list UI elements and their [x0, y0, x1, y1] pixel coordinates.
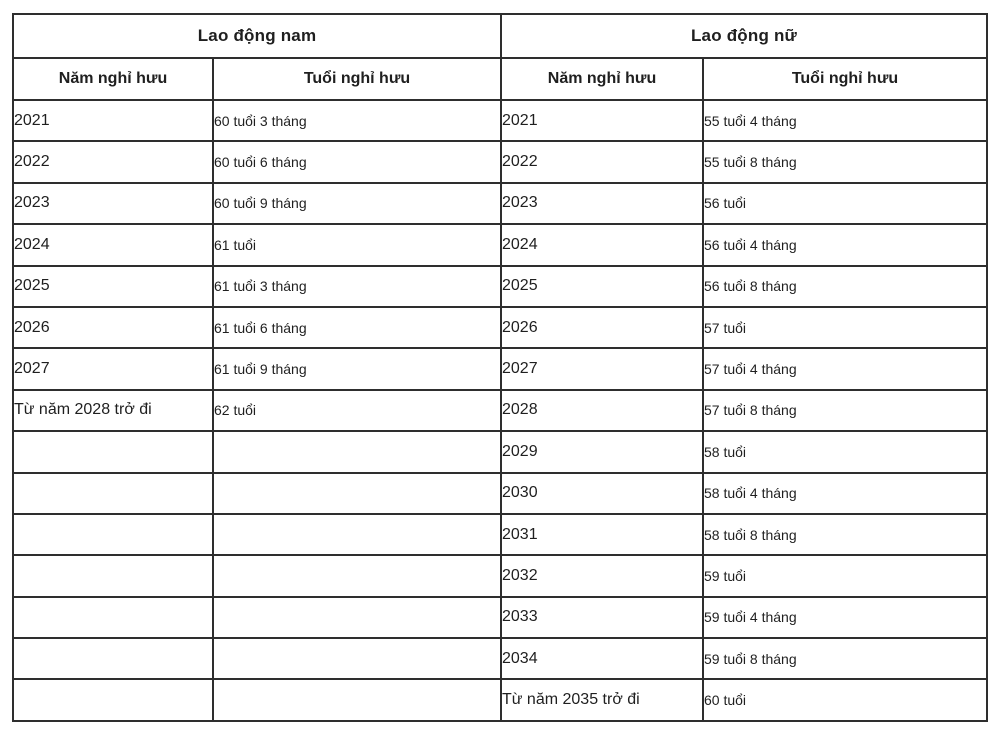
retirement-year-cell: 2021 [12, 98, 214, 143]
retirement-year-cell: 2027 [12, 347, 214, 391]
col-header-male-retirement-year: Năm nghỉ hưu [12, 57, 214, 101]
retirement-age-cell: 60 tuổi 9 tháng [212, 181, 502, 226]
retirement-age-cell: 55 tuổi 8 tháng [701, 140, 989, 184]
retirement-year-cell: 2022 [12, 140, 214, 184]
table-row: 2030 58 tuổi 4 tháng [12, 471, 989, 515]
retirement-year-cell [12, 430, 214, 474]
column-header-row: Năm nghỉ hưu Tuổi nghỉ hưu Năm nghỉ hưu … [12, 57, 989, 101]
retirement-year-cell: 2030 [500, 471, 704, 515]
retirement-year-cell: 2022 [500, 140, 704, 184]
group-header-female: Lao động nữ [499, 13, 989, 59]
retirement-year-cell: 2021 [500, 98, 704, 143]
table-body: 2021 60 tuổi 3 tháng 2021 55 tuổi 4 tháng 20… [12, 98, 989, 722]
retirement-year-cell: Từ năm 2035 trở đi [500, 678, 704, 722]
table-row: Từ năm 2028 trở đi 62 tuổi 2028 57 tuổi 8 t… [12, 388, 989, 433]
retirement-year-cell: 2026 [12, 305, 214, 350]
col-header-male-retirement-age: Tuổi nghỉ hưu [212, 57, 502, 101]
retirement-age-cell [212, 678, 502, 722]
retirement-age-cell [212, 637, 502, 681]
retirement-age-cell: 57 tuổi [701, 305, 989, 350]
table-row: 2023 60 tuổi 9 tháng 2023 56 tuổi [12, 181, 989, 226]
retirement-age-cell: 60 tuổi 6 tháng [212, 140, 502, 184]
table-row: 2027 61 tuổi 9 tháng 2027 57 tuổi 4 tháng [12, 347, 989, 391]
group-header-male: Lao động nam [12, 13, 502, 59]
retirement-age-cell [212, 595, 502, 640]
retirement-year-cell: 2029 [500, 430, 704, 474]
retirement-year-cell: 2031 [500, 512, 704, 557]
retirement-age-cell: 61 tuổi 3 tháng [212, 264, 502, 308]
table-row: 2032 59 tuổi [12, 554, 989, 598]
retirement-year-cell: Từ năm 2028 trở đi [12, 388, 214, 433]
retirement-year-cell: 2025 [12, 264, 214, 308]
retirement-age-cell: 60 tuổi 3 tháng [212, 98, 502, 143]
retirement-year-cell [12, 512, 214, 557]
retirement-age-cell [212, 554, 502, 598]
retirement-year-cell: 2024 [500, 223, 704, 267]
retirement-age-cell [212, 430, 502, 474]
retirement-age-cell: 58 tuổi [701, 430, 989, 474]
retirement-year-cell: 2033 [500, 595, 704, 640]
retirement-age-cell: 57 tuổi 8 tháng [701, 388, 989, 433]
retirement-age-cell: 59 tuổi 4 tháng [701, 595, 989, 640]
retirement-age-cell: 61 tuổi 6 tháng [212, 305, 502, 350]
retirement-age-cell [212, 471, 502, 515]
table-row: 2025 61 tuổi 3 tháng 2025 56 tuổi 8 tháng [12, 264, 989, 308]
retirement-year-cell: 2023 [500, 181, 704, 226]
table-row: 2024 61 tuổi 2024 56 tuổi 4 tháng [12, 223, 989, 267]
retirement-year-cell: 2034 [500, 637, 704, 681]
retirement-age-cell: 59 tuổi [701, 554, 989, 598]
retirement-age-cell [212, 512, 502, 557]
retirement-age-cell: 56 tuổi [701, 181, 989, 226]
retirement-year-cell: 2025 [500, 264, 704, 308]
table-row: Từ năm 2035 trở đi 60 tuổi [12, 678, 989, 722]
retirement-age-cell: 61 tuổi 9 tháng [212, 347, 502, 391]
retirement-year-cell [12, 471, 214, 515]
group-header-row: Lao động nam Lao động nữ [12, 13, 989, 59]
retirement-year-cell [12, 554, 214, 598]
retirement-age-cell: 57 tuổi 4 tháng [701, 347, 989, 391]
col-header-female-retirement-year: Năm nghỉ hưu [500, 57, 704, 101]
retirement-age-cell: 56 tuổi 8 tháng [701, 264, 989, 308]
retirement-age-cell: 55 tuổi 4 tháng [701, 98, 989, 143]
col-header-female-retirement-age: Tuổi nghỉ hưu [701, 57, 989, 101]
retirement-age-cell: 58 tuổi 8 tháng [701, 512, 989, 557]
retirement-year-cell [12, 595, 214, 640]
retirement-year-cell [12, 678, 214, 722]
retirement-year-cell: 2023 [12, 181, 214, 226]
retirement-year-cell: 2028 [500, 388, 704, 433]
table-row: 2021 60 tuổi 3 tháng 2021 55 tuổi 4 tháng [12, 98, 989, 143]
retirement-age-cell: 56 tuổi 4 tháng [701, 223, 989, 267]
retirement-year-cell: 2032 [500, 554, 704, 598]
retirement-year-cell: 2024 [12, 223, 214, 267]
retirement-age-cell: 62 tuổi [212, 388, 502, 433]
table-row: 2026 61 tuổi 6 tháng 2026 57 tuổi [12, 305, 989, 350]
retirement-age-cell: 61 tuổi [212, 223, 502, 267]
retirement-year-cell [12, 637, 214, 681]
retirement-age-cell: 59 tuổi 8 tháng [701, 637, 989, 681]
retirement-age-table: Lao động nam Lao động nữ Năm nghỉ hưu Tu… [12, 13, 989, 722]
table-row: 2034 59 tuổi 8 tháng [12, 637, 989, 681]
table-row: 2031 58 tuổi 8 tháng [12, 512, 989, 557]
table-row: 2029 58 tuổi [12, 430, 989, 474]
retirement-age-cell: 58 tuổi 4 tháng [701, 471, 989, 515]
retirement-year-cell: 2027 [500, 347, 704, 391]
retirement-year-cell: 2026 [500, 305, 704, 350]
table-row: 2022 60 tuổi 6 tháng 2022 55 tuổi 8 tháng [12, 140, 989, 184]
retirement-age-cell: 60 tuổi [701, 678, 989, 722]
table-row: 2033 59 tuổi 4 tháng [12, 595, 989, 640]
